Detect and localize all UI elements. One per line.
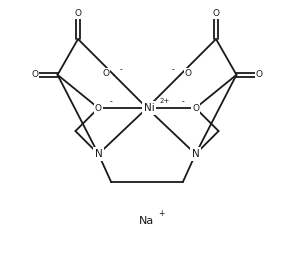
- Text: O: O: [185, 69, 192, 78]
- Text: O: O: [74, 9, 81, 18]
- Text: O: O: [31, 70, 38, 79]
- Text: N: N: [192, 149, 199, 159]
- Text: +: +: [158, 209, 164, 218]
- Text: O: O: [102, 69, 109, 78]
- Text: Ni: Ni: [144, 103, 154, 113]
- Text: -: -: [172, 65, 174, 74]
- Text: Na: Na: [139, 216, 155, 226]
- Text: O: O: [213, 9, 220, 18]
- Text: -: -: [181, 97, 184, 106]
- Text: O: O: [256, 70, 263, 79]
- Text: 2+: 2+: [159, 98, 170, 104]
- Text: -: -: [120, 65, 122, 74]
- Text: N: N: [95, 149, 102, 159]
- Text: -: -: [110, 97, 113, 106]
- Text: O: O: [192, 104, 199, 113]
- Text: O: O: [95, 104, 102, 113]
